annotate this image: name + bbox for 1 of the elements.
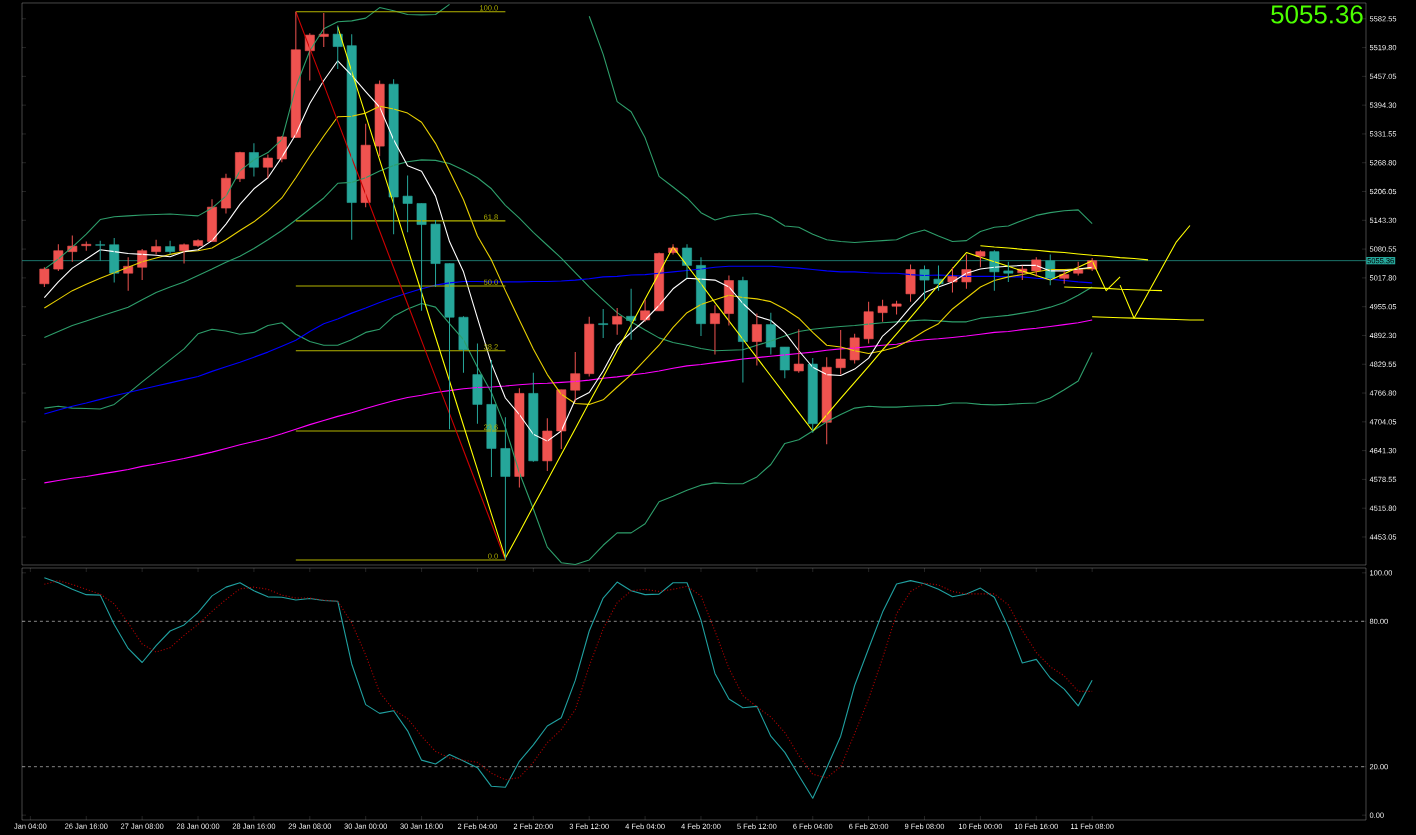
annotation: 5055.36 [1271,5,1363,24]
